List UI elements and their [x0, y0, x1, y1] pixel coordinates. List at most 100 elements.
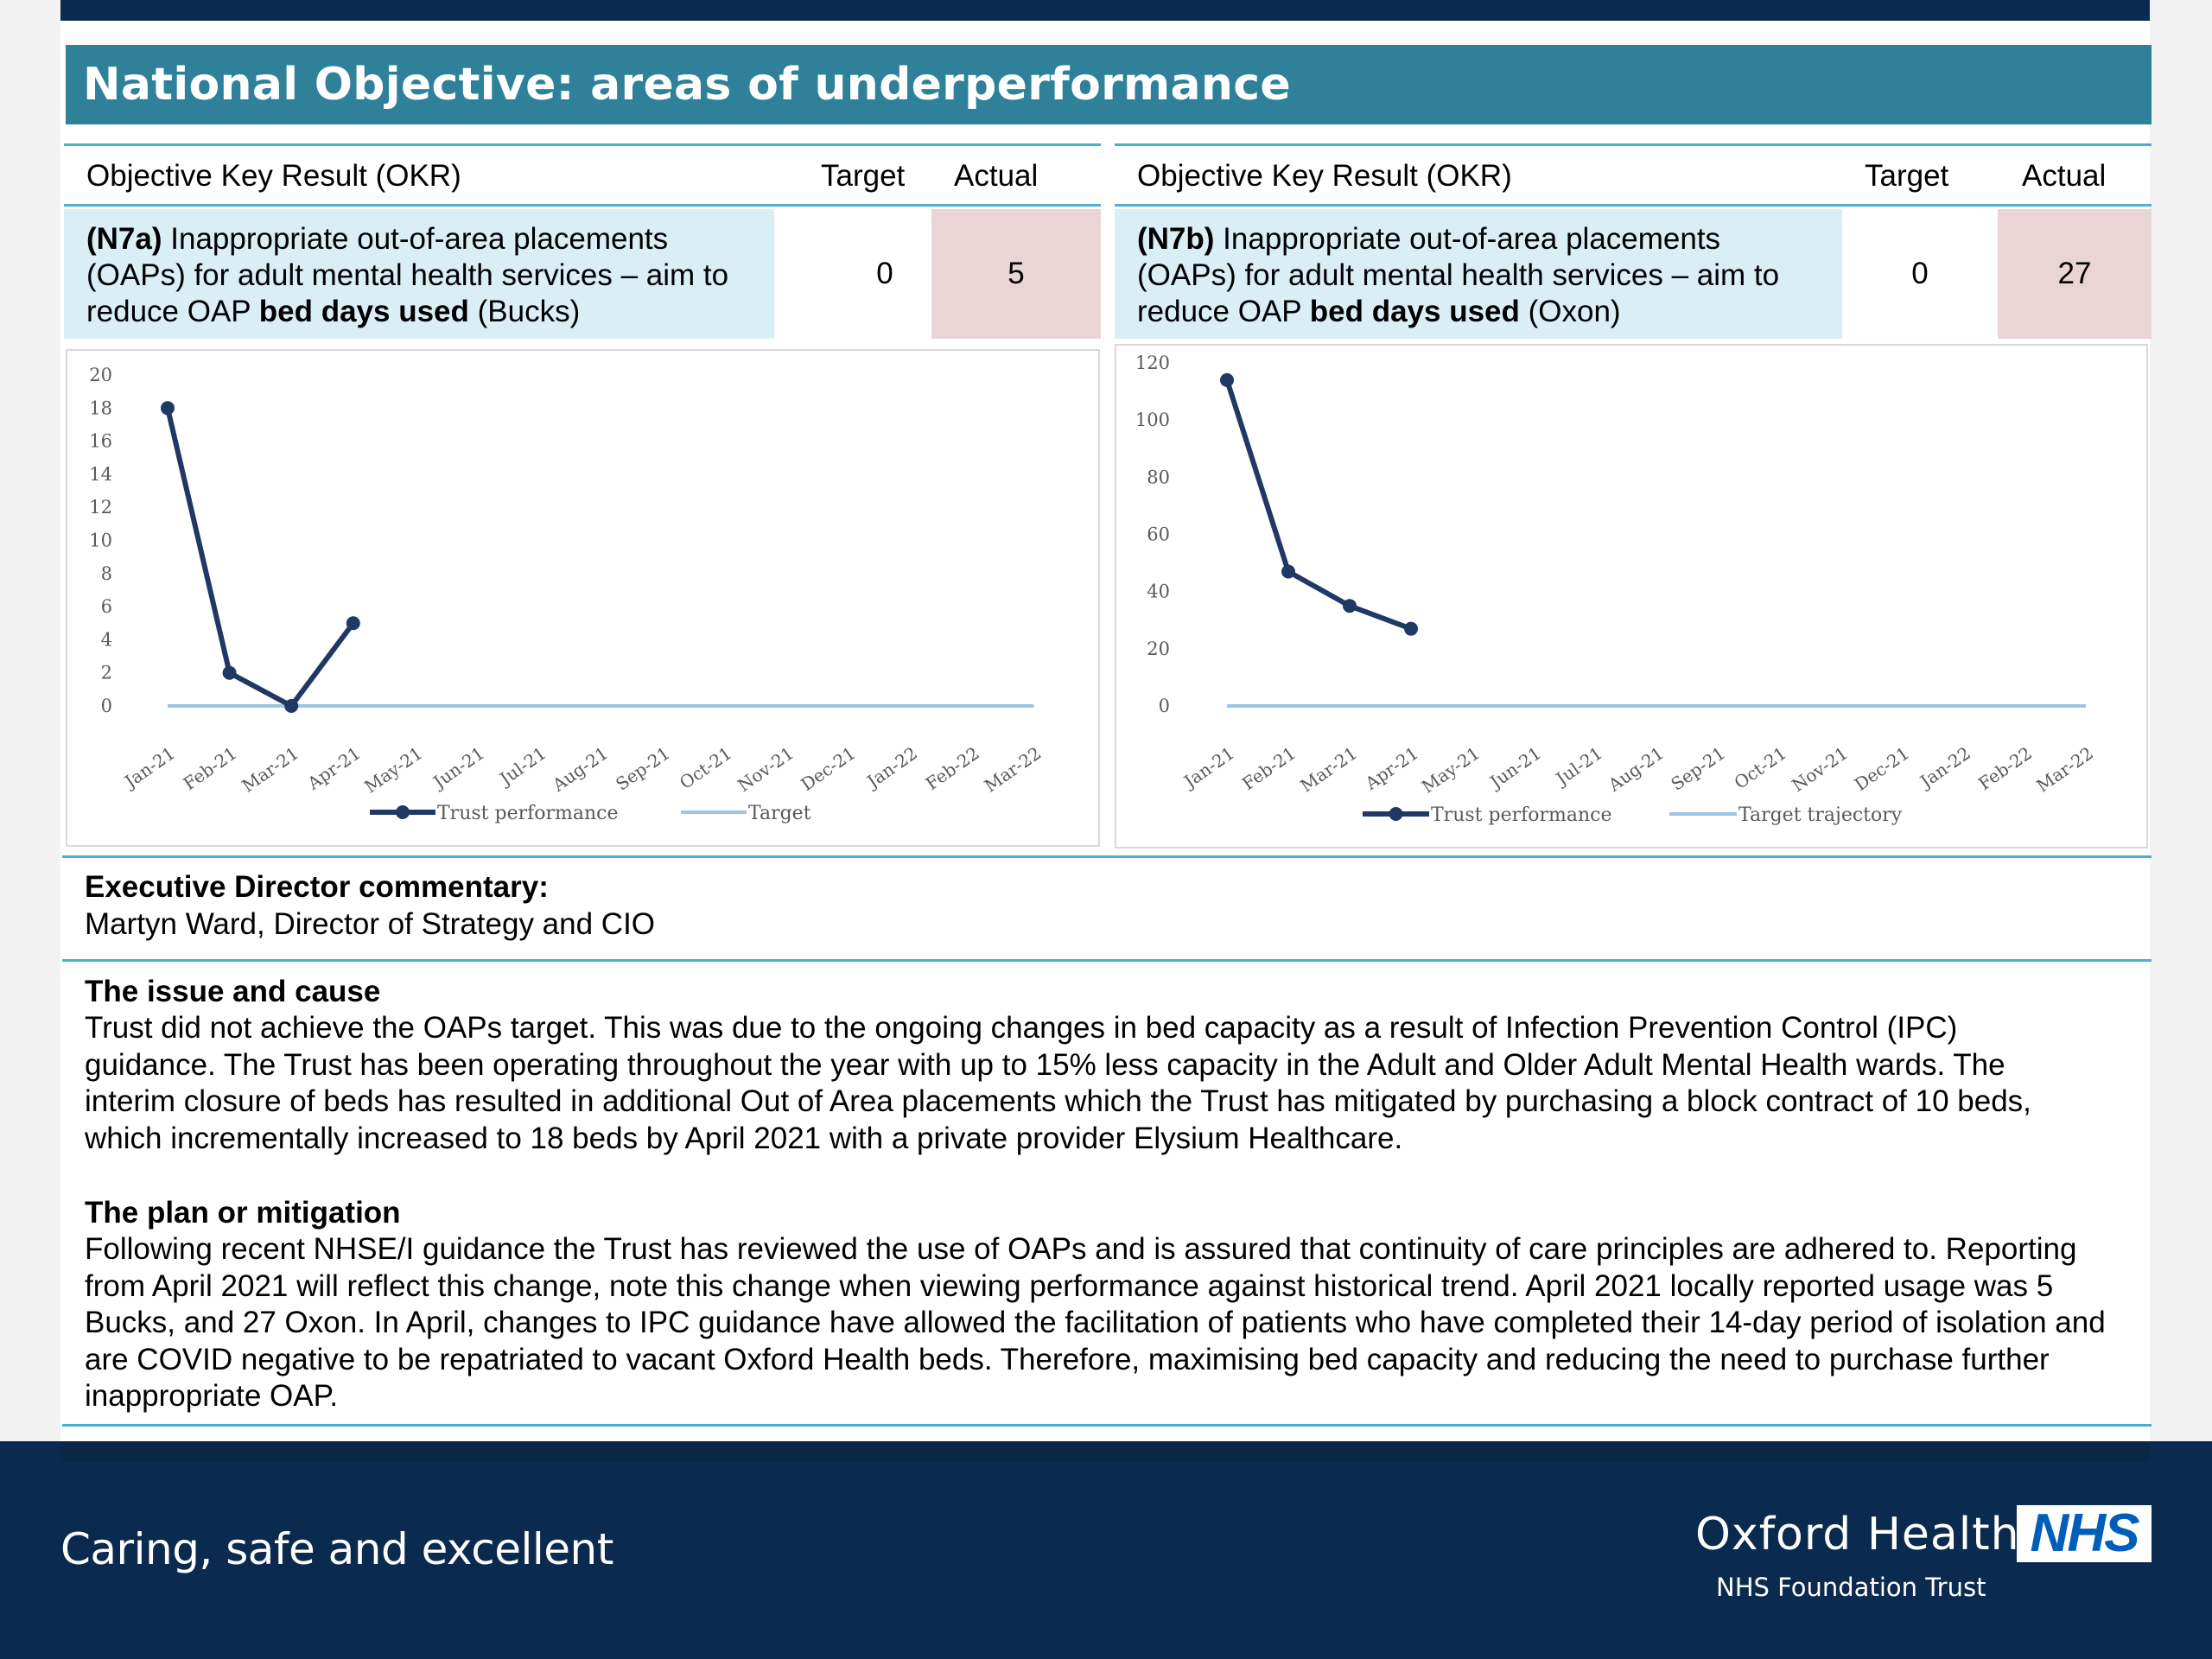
- x-tick-label: Dec-21: [1851, 742, 1913, 795]
- page-title: National Objective: areas of underperfor…: [83, 59, 1291, 111]
- okr-actual-value: 5: [931, 209, 1101, 339]
- y-tick-label: 80: [1147, 467, 1170, 487]
- x-tick-label: Mar-22: [2032, 742, 2097, 796]
- y-tick-label: 2: [101, 663, 112, 683]
- nhs-logo-text: NHS: [2030, 1503, 2140, 1563]
- performance-data-point: [346, 616, 360, 631]
- commentary-name: Martyn Ward, Director of Strategy and CI…: [85, 907, 656, 941]
- okr-header-row: Objective Key Result (OKR) Target Actual: [1115, 146, 2152, 207]
- okr-code: (N7b): [1137, 222, 1215, 256]
- y-tick-label: 10: [89, 531, 112, 551]
- x-tick-label: Aug-21: [548, 742, 612, 796]
- okr-table-right: Objective Key Result (OKR) Target Actual…: [1115, 143, 2152, 339]
- x-tick-label: Feb-22: [922, 742, 983, 794]
- plan-line: from April 2021 will reflect this change…: [85, 1268, 2054, 1303]
- legend-performance-label: Trust performance: [437, 803, 619, 824]
- okr-desc-line3c: (Bucks): [468, 295, 581, 328]
- x-tick-label: Jan-21: [119, 742, 179, 792]
- okr-header-row: Objective Key Result (OKR) Target Actual: [64, 146, 1101, 207]
- y-tick-label: 18: [89, 397, 112, 418]
- x-tick-label: Oct-21: [1731, 742, 1790, 793]
- performance-data-point: [1220, 372, 1234, 387]
- title-band: National Objective: areas of underperfor…: [66, 45, 2152, 124]
- plan-line: inappropriate OAP.: [85, 1379, 339, 1413]
- y-tick-label: 4: [101, 629, 112, 650]
- y-tick-label: 0: [1159, 696, 1170, 716]
- org-subtitle: NHS Foundation Trust: [1716, 1573, 1986, 1602]
- x-tick-label: Jan-22: [1915, 742, 1974, 792]
- okr-desc-line3b: bed days used: [1309, 295, 1520, 328]
- x-tick-label: May-21: [1418, 742, 1484, 797]
- x-tick-label: Feb-21: [180, 742, 241, 794]
- okr-description: (N7a) Inappropriate out-of-area placemen…: [64, 209, 774, 339]
- section-divider: [62, 855, 2152, 858]
- x-tick-label: Nov-21: [734, 742, 798, 796]
- x-tick-label: May-21: [360, 742, 426, 797]
- performance-data-point: [284, 699, 299, 713]
- issue-section: The issue and cause Trust did not achiev…: [85, 973, 2141, 1157]
- y-tick-label: 6: [101, 596, 112, 617]
- x-tick-label: Aug-21: [1604, 742, 1668, 796]
- okr-desc-line3b: bed days used: [258, 295, 469, 328]
- footer-strip: [60, 1441, 2150, 1462]
- okr-description: (N7b) Inappropriate out-of-area placemen…: [1115, 209, 1842, 339]
- okr-header-okr: Objective Key Result (OKR): [86, 159, 461, 193]
- x-tick-label: Mar-22: [981, 742, 1046, 796]
- x-tick-label: Mar-21: [238, 742, 303, 796]
- nhs-logo: NHS: [2017, 1505, 2152, 1562]
- okr-header-target: Target: [1865, 159, 1949, 193]
- okr-code: (N7a): [86, 222, 162, 256]
- okr-desc-line2: (OAPs) for adult mental health services …: [86, 258, 729, 292]
- okr-desc-line2: (OAPs) for adult mental health services …: [1137, 258, 1780, 292]
- okr-table-left: Objective Key Result (OKR) Target Actual…: [64, 143, 1101, 339]
- legend-target-label: Target: [748, 803, 811, 824]
- okr-actual-value: 27: [1998, 209, 2152, 339]
- x-tick-label: Jan-22: [861, 742, 921, 792]
- legend-target-label: Target trajectory: [1738, 804, 1903, 826]
- y-tick-label: 20: [89, 365, 112, 385]
- x-tick-label: Sep-21: [612, 742, 674, 794]
- x-tick-label: Sep-21: [1667, 742, 1729, 794]
- performance-data-point: [1404, 621, 1418, 636]
- plan-section: The plan or mitigation Following recent …: [85, 1194, 2141, 1415]
- chart-oxon: 0 20 40 60 80 100 120 Jan-21 Feb-21 Mar-21 Apr-21 M…: [1115, 344, 2148, 849]
- performance-series-line: [1224, 378, 1413, 632]
- issue-line: guidance. The Trust has been operating t…: [85, 1047, 2005, 1082]
- x-tick-label: Jun-21: [428, 742, 487, 793]
- performance-data-point: [1343, 599, 1357, 613]
- x-tick-label: Feb-21: [1238, 742, 1300, 794]
- plan-heading: The plan or mitigation: [85, 1196, 401, 1230]
- okr-target-value: 0: [1842, 209, 1998, 339]
- y-tick-label: 120: [1135, 353, 1170, 373]
- chart-bucks: 0 2 4 6 8 10 12 14 16 18 20 Jan-21 Feb-21 Mar-21 Apr-2…: [66, 349, 1100, 847]
- y-tick-label: 100: [1135, 410, 1170, 430]
- x-tick-label: Jan-21: [1179, 742, 1238, 792]
- x-tick-label: Mar-21: [1296, 742, 1361, 796]
- y-tick-label: 0: [101, 696, 112, 716]
- x-tick-label: Jun-21: [1484, 742, 1544, 793]
- y-tick-label: 16: [89, 431, 112, 452]
- commentary-label: Executive Director commentary:: [85, 870, 549, 904]
- y-tick-label: 12: [89, 497, 112, 518]
- y-tick-label: 14: [89, 464, 112, 485]
- top-bar: [60, 0, 2150, 21]
- section-divider: [62, 1424, 2152, 1427]
- footer: Caring, safe and excellent Oxford Health…: [0, 1441, 2212, 1659]
- x-tick-label: Apr-21: [1361, 742, 1422, 794]
- performance-data-point: [1281, 564, 1295, 579]
- commentary: Executive Director commentary: Martyn Wa…: [85, 868, 655, 943]
- y-tick-label: 8: [101, 563, 112, 584]
- issue-line: interim closure of beds has resulted in …: [85, 1084, 2031, 1118]
- x-tick-label: Feb-22: [1974, 742, 2036, 794]
- performance-data-point: [222, 665, 237, 680]
- x-tick-label: Nov-21: [1788, 742, 1852, 796]
- x-tick-label: Apr-21: [303, 742, 365, 794]
- issue-heading: The issue and cause: [85, 975, 381, 1008]
- okr-row: (N7b) Inappropriate out-of-area placemen…: [1115, 209, 2152, 339]
- x-tick-label: Jul-21: [1551, 742, 1606, 790]
- org-name: Oxford Health: [1695, 1509, 2020, 1560]
- okr-desc-line1: Inappropriate out-of-area placements: [1214, 222, 1721, 256]
- y-tick-label: 20: [1147, 639, 1170, 659]
- x-tick-label: Jul-21: [494, 742, 550, 790]
